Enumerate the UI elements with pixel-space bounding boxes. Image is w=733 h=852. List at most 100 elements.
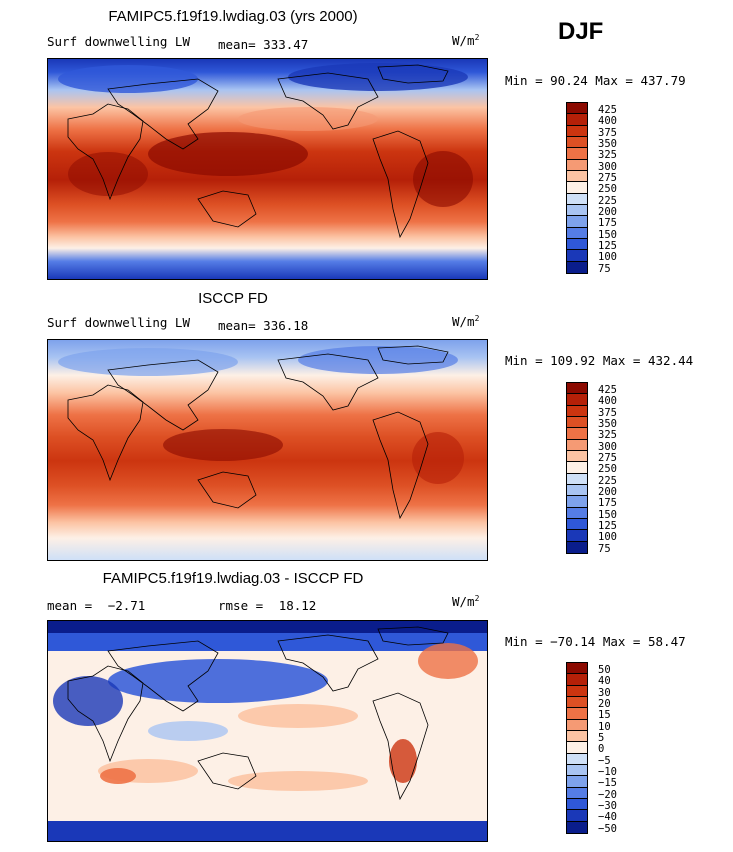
panel-1-map-field — [48, 59, 487, 279]
colorbar-swatch — [567, 708, 587, 720]
colorbar-tick-label: −20 — [598, 788, 617, 801]
colorbar-swatch — [567, 462, 587, 474]
colorbar-swatch — [567, 484, 587, 497]
panel-3-rmse-label: rmse = — [218, 598, 264, 613]
panel-1-variable-label: Surf downwelling LW — [47, 34, 190, 49]
colorbar-swatch — [567, 383, 587, 395]
panel-2-colorbar-cells — [567, 383, 587, 553]
colorbar-swatch — [567, 125, 587, 137]
panel-3-units: W/m2 — [452, 594, 479, 609]
colorbar-swatch — [567, 159, 587, 171]
colorbar-tick-label: 175 — [598, 217, 617, 230]
colorbar-swatch — [567, 674, 587, 686]
colorbar-swatch — [567, 810, 587, 822]
colorbar-swatch — [567, 764, 587, 777]
colorbar-swatch — [567, 394, 587, 406]
panel-1-colorbar — [566, 102, 588, 274]
colorbar-tick-label: −50 — [598, 822, 617, 835]
season-label: DJF — [558, 18, 604, 45]
panel-2-map — [47, 339, 488, 561]
panel-3-mean-value: −2.71 — [107, 598, 146, 613]
panel-3-colorbar-cells — [567, 663, 587, 833]
colorbar-tick-label: −10 — [598, 766, 617, 778]
colorbar-tick-label: 425 — [598, 384, 617, 396]
colorbar-tick-label: 175 — [598, 497, 617, 510]
colorbar-tick-label: −5 — [598, 754, 611, 767]
colorbar-tick-label: 125 — [598, 520, 617, 532]
colorbar-swatch — [567, 719, 587, 731]
panel-2-units-base: W/m — [452, 314, 475, 330]
colorbar-swatch — [567, 450, 587, 463]
colorbar-tick-label: −40 — [598, 811, 617, 824]
colorbar-swatch — [567, 182, 587, 194]
panel-3-map-field — [48, 621, 487, 841]
panel-2-variable-label: Surf downwelling LW — [47, 315, 190, 330]
colorbar-swatch — [567, 204, 587, 217]
panel-2-colorbar — [566, 382, 588, 554]
colorbar-swatch — [567, 518, 587, 531]
panel-2-mean-value: 336.18 — [263, 318, 309, 333]
colorbar-swatch — [567, 696, 587, 709]
panel-1-mean-value: 333.47 — [263, 37, 309, 52]
colorbar-swatch — [567, 428, 587, 440]
colorbar-swatch — [567, 114, 587, 126]
panel-1-units-exp: 2 — [474, 33, 480, 42]
colorbar-swatch — [567, 439, 587, 451]
colorbar-tick-label: 30 — [598, 686, 611, 699]
colorbar-swatch — [567, 798, 587, 811]
colorbar-swatch — [567, 416, 587, 429]
colorbar-tick-label: 325 — [598, 429, 617, 442]
panel-1-units-base: W/m — [452, 33, 475, 49]
panel-1-units: W/m2 — [452, 33, 479, 48]
panel-2-map-field — [48, 340, 487, 560]
panel-3-mean-label: mean = — [47, 598, 93, 613]
panel-3-mean-stat: mean = −2.71 — [47, 598, 145, 613]
colorbar-tick-label: 100 — [598, 531, 617, 544]
colorbar-swatch — [567, 742, 587, 754]
panel-3-rmse-stat: rmse = 18.12 — [218, 598, 316, 613]
colorbar-tick-label: 50 — [598, 664, 611, 676]
panel-3-title: FAMIPC5.f19f19.lwdiag.03 - ISCCP FD — [102, 570, 364, 587]
panel-3-units-exp: 2 — [474, 594, 480, 603]
colorbar-tick-label: −30 — [598, 800, 617, 812]
colorbar-swatch — [567, 496, 587, 508]
panel-1-map — [47, 58, 488, 280]
panel-3-minmax: Min = −70.14 Max = 58.47 — [505, 634, 686, 649]
colorbar-tick-label: 5 — [598, 732, 605, 744]
colorbar-tick-label: 250 — [598, 183, 617, 196]
colorbar-tick-label: 20 — [598, 698, 611, 710]
colorbar-tick-label: 150 — [598, 508, 617, 521]
colorbar-swatch — [567, 148, 587, 160]
colorbar-tick-label: 350 — [598, 418, 617, 430]
colorbar-swatch — [567, 685, 587, 697]
panel-2-minmax: Min = 109.92 Max = 432.44 — [505, 353, 694, 368]
panel-2-mean-label: mean= — [218, 318, 256, 333]
colorbar-tick-label: 400 — [598, 115, 617, 128]
colorbar-swatch — [567, 103, 587, 115]
colorbar-tick-label: 350 — [598, 138, 617, 150]
colorbar-swatch — [567, 663, 587, 675]
colorbar-swatch — [567, 136, 587, 149]
colorbar-swatch — [567, 170, 587, 183]
colorbar-tick-label: 375 — [598, 126, 617, 139]
colorbar-swatch — [567, 730, 587, 743]
panel-2-mean-stat: mean= 336.18 — [218, 318, 308, 333]
panel-3-units-base: W/m — [452, 594, 475, 610]
colorbar-swatch — [567, 238, 587, 251]
colorbar-tick-label: 15 — [598, 709, 611, 722]
colorbar-tick-label: 325 — [598, 149, 617, 162]
colorbar-tick-label: 125 — [598, 240, 617, 252]
colorbar-swatch — [567, 541, 587, 553]
colorbar-tick-label: 40 — [598, 675, 611, 688]
panel-3-map — [47, 620, 488, 842]
colorbar-swatch — [567, 473, 587, 485]
panel-1-minmax: Min = 90.24 Max = 437.79 — [505, 73, 686, 88]
panel-3-colorbar — [566, 662, 588, 834]
colorbar-swatch — [567, 216, 587, 228]
panel-1-colorbar-cells — [567, 103, 587, 273]
colorbar-swatch — [567, 530, 587, 542]
colorbar-swatch — [567, 227, 587, 239]
colorbar-tick-label: 425 — [598, 104, 617, 116]
colorbar-tick-label: 200 — [598, 486, 617, 498]
colorbar-tick-label: 300 — [598, 160, 617, 173]
